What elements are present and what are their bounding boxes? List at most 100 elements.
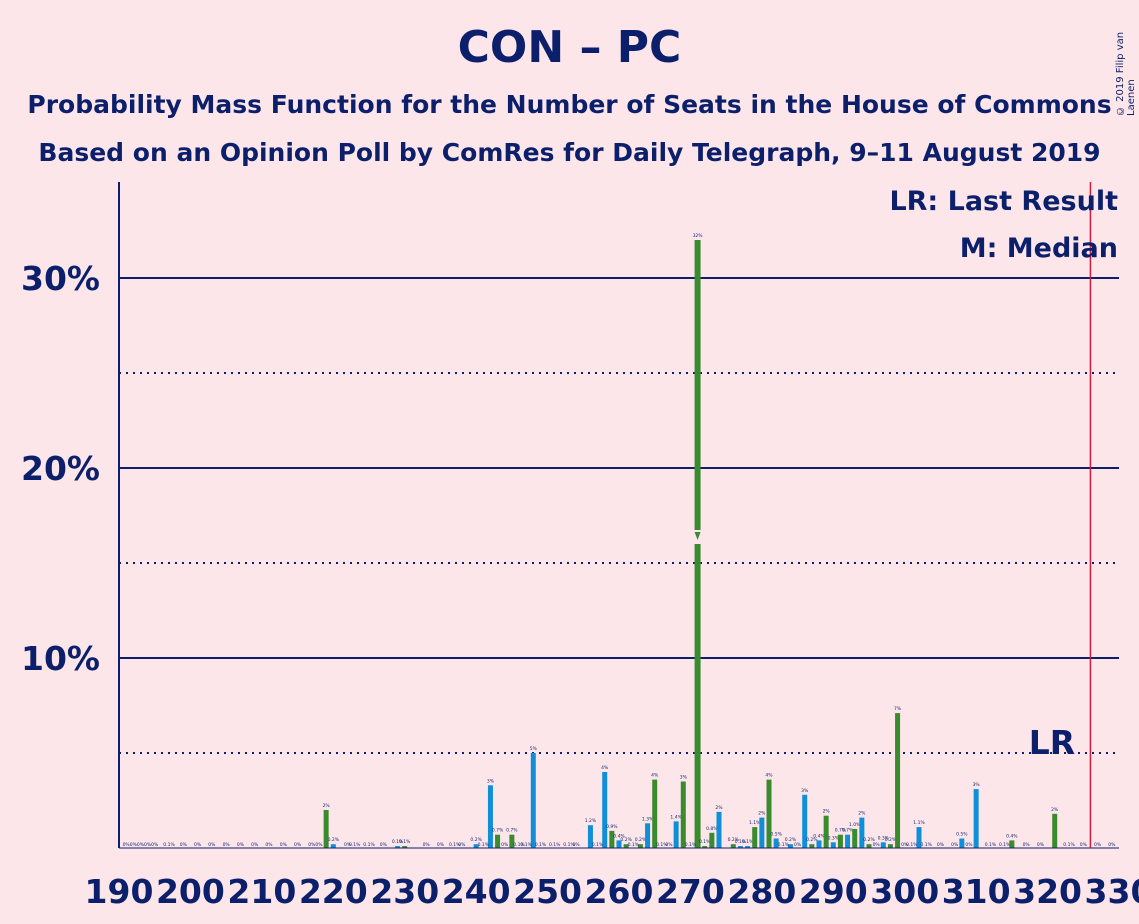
bar-value-label: 1.2%	[585, 818, 597, 824]
zero-value-label: 0.1%	[592, 842, 604, 848]
bar-260	[616, 840, 622, 848]
bar-value-label: 0.7%	[506, 828, 518, 834]
bar-278	[745, 846, 751, 848]
bar-256	[587, 825, 593, 848]
median-marker-icon	[694, 532, 701, 540]
bar-value-label: 3%	[801, 788, 809, 794]
bar-288	[816, 840, 822, 848]
bar-value-label: 3%	[973, 782, 981, 788]
bar-value-label: 4%	[651, 773, 659, 779]
bar-value-label: 0.2%	[806, 837, 818, 843]
x-tick-label: 300	[870, 872, 939, 911]
grid-lines	[119, 277, 1119, 754]
bar-273	[709, 832, 715, 848]
axes	[118, 182, 1119, 849]
zero-value-label: 0%	[458, 842, 466, 848]
y-tick-label: 30%	[21, 259, 100, 298]
legend-median: M: Median	[960, 233, 1118, 264]
zero-value-label: 0.1%	[563, 842, 575, 848]
zero-value-label: 0%	[937, 842, 945, 848]
bar-value-label: 0.2%	[785, 837, 797, 843]
zero-value-label: 0%	[965, 842, 973, 848]
x-tick-label: 240	[442, 872, 511, 911]
bar-value-label: 0.5%	[770, 832, 782, 838]
bar-value-label: 1.0%	[849, 822, 861, 828]
zero-value-label: 0%	[265, 842, 273, 848]
bar-274	[716, 811, 722, 848]
x-tick-label: 230	[370, 872, 439, 911]
bar-value-label: 0.2%	[635, 837, 647, 843]
zero-value-label: 0.1%	[999, 842, 1011, 848]
bar-value-label: 5%	[530, 746, 538, 752]
bar-302	[916, 827, 922, 848]
bar-229	[395, 846, 401, 848]
bar-315	[1009, 840, 1015, 848]
bar-286	[802, 794, 808, 848]
bar-295	[866, 844, 872, 848]
bar-value-label: 2%	[323, 803, 331, 809]
bar-value-label: 0.2%	[470, 837, 482, 843]
zero-value-label: 0.1%	[449, 842, 461, 848]
x-tick-label: 250	[513, 872, 582, 911]
bar-248	[530, 753, 536, 848]
zero-value-label: 0.1%	[535, 842, 547, 848]
median-spacer	[692, 200, 704, 216]
zero-value-label: 0.1%	[549, 842, 561, 848]
zero-value-label: 0%	[1108, 842, 1116, 848]
bar-284	[787, 844, 793, 848]
bar-value-label: 1.3%	[642, 816, 654, 822]
bar-value-label: 0.1%	[399, 839, 411, 845]
bar-value-label: 0.2%	[885, 837, 897, 843]
bar-219	[323, 810, 329, 848]
bar-value-label: 2%	[858, 811, 866, 817]
x-tick-label: 210	[227, 872, 296, 911]
zero-value-label: 0.1%	[985, 842, 997, 848]
x-tick-label: 310	[942, 872, 1011, 911]
zero-value-label: 0%	[901, 842, 909, 848]
bar-value-label: 2%	[1051, 807, 1059, 813]
y-tick-label: 20%	[21, 449, 100, 488]
zero-value-label: 0%	[251, 842, 259, 848]
x-tick-label: 320	[1013, 872, 1082, 911]
zero-value-label: 0%	[194, 842, 202, 848]
x-tick-label: 270	[656, 872, 725, 911]
bar-243	[495, 834, 501, 848]
zero-value-label: 0%	[308, 842, 316, 848]
bar-263	[637, 844, 643, 848]
bar-value-label: 1.4%	[670, 814, 682, 820]
bar-308	[959, 838, 965, 848]
x-tick-label: 290	[799, 872, 868, 911]
bar-259	[609, 830, 615, 848]
zero-value-label: 0%	[794, 842, 802, 848]
bar-value-label: 2%	[823, 809, 831, 815]
zero-value-label: 0.1%	[906, 842, 918, 848]
bar-value-label: 0.4%	[613, 833, 625, 839]
zero-value-label: 0%	[423, 842, 431, 848]
zero-value-label: 0.1%	[656, 842, 668, 848]
zero-value-label: 0%	[501, 842, 509, 848]
bar-value-label: 0.1%	[699, 839, 711, 845]
zero-value-label: 0%	[223, 842, 231, 848]
zero-value-label: 0%	[237, 842, 245, 848]
bar-279	[752, 827, 758, 848]
zero-value-label: 0%	[130, 842, 138, 848]
bar-value-label: 0.8%	[706, 826, 718, 832]
bar-293	[852, 829, 858, 848]
bar-value-label: 0.5%	[956, 832, 968, 838]
zero-value-label: 0%	[180, 842, 188, 848]
bar-value-label: 0.9%	[606, 824, 618, 830]
bar-287	[809, 844, 815, 848]
bar-298	[887, 844, 893, 848]
zero-value-label: 0.1%	[778, 842, 790, 848]
zero-value-label: 0.1%	[685, 842, 697, 848]
bar-value-label: 32%	[693, 233, 704, 239]
last-result-marker-label: LR	[1029, 723, 1075, 762]
bar-value-label: 0.2%	[620, 837, 632, 843]
zero-value-label: 0%	[344, 842, 352, 848]
bar-292	[845, 834, 851, 848]
bar-310	[973, 789, 979, 848]
bar-value-label: 1.1%	[749, 820, 761, 826]
zero-value-label: 0%	[437, 842, 445, 848]
zero-value-label: 0%	[144, 842, 152, 848]
zero-value-label: 0%	[1023, 842, 1031, 848]
